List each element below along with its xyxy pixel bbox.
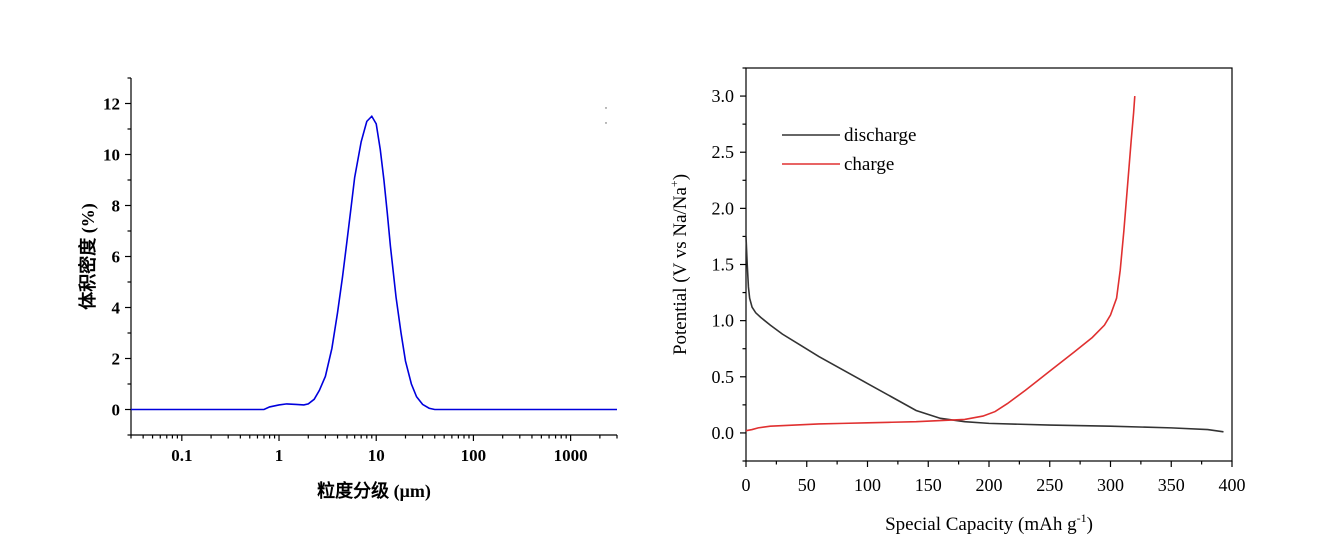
chart-2-x-tick-label: 300 [1097,475,1124,495]
chart-2-x-axis-label-end: ) [1087,514,1093,535]
chart-2-x-tick-label: 0 [742,475,751,495]
chart-2-x-axis-label-sup: -1 [1077,511,1087,525]
chart-2-x-tick-label: 250 [1036,475,1063,495]
chart-1-x-axis-label: 粒度分级 (μm) [317,480,431,502]
chart-2-x-tick-label: 150 [915,475,942,495]
chart-1-psd: 0.1 1 10 100 1000 0 2 4 6 8 10 12 粒度分级 (μm) 体积密度 (%) [77,77,618,502]
chart-2-y-tick-label: 3.0 [712,86,735,106]
chart-2-x-tick-label: 50 [798,475,816,495]
chart-2-series-line-charge [745,96,1136,432]
chart-2-x-axis-label-text: Special Capacity (mAh g [885,514,1077,535]
chart-2-y-axis-label-sup: + [667,180,681,187]
chart-2-x-tick-label: 350 [1158,475,1185,495]
chart-1-y-tick-label: 4 [112,299,121,318]
chart-2-y-tick-label: 2.0 [712,198,735,218]
chart-2-y-tick-label: 0.0 [712,423,735,443]
chart-1-x-tick-label: 100 [461,446,487,465]
chart-1-y-tick-label: 12 [103,95,120,114]
chart-1-series-line [131,114,617,411]
chart-1-y-tick-label: 2 [112,350,121,369]
chart-2-legend-label-discharge: discharge [844,125,916,146]
chart-2-y-tick-label: 1.5 [712,255,735,275]
chart-1-y-tick-label: 6 [112,248,121,267]
chart-2-x-axis-label: Special Capacity (mAh g-1) [885,511,1093,535]
chart-2-y-tick-label: 2.5 [712,142,735,162]
chart-1-x-tick-label: 1000 [554,446,588,465]
chart-2-x-tick-label: 200 [976,475,1003,495]
chart-2-x-tick-label: 400 [1219,475,1246,495]
chart-2-frame [745,67,1233,462]
chart-1-x-tick-label: 0.1 [171,446,192,465]
chart-2-voltage-profile: 0 50 100 150 200 250 300 350 400 0.0 0.5 1.0 1.5 2.0 2… [667,67,1246,535]
chart-1-stray-dot [605,122,607,124]
chart-2-y-axis-label-text: Potential (V vs Na/Na [670,187,691,356]
chart-1-y-tick-label: 8 [112,197,121,216]
chart-1-x-tick-label: 10 [368,446,385,465]
chart-2-y-axis-label-end: ) [670,174,691,180]
chart-2-x-tick-label: 100 [854,475,881,495]
chart-1-y-axis-label: 体积密度 (%) [77,203,99,310]
chart-2-series-line-discharge [745,236,1224,433]
chart-1-y-tick-label: 0 [112,401,121,420]
chart-2-legend: discharge charge [782,125,916,175]
chart-2-y-tick-label: 0.5 [712,367,735,387]
chart-2-y-axis-label: Potential (V vs Na/Na+) [667,174,691,355]
chart-2-y-tick-label: 1.0 [712,311,735,331]
chart-1-stray-dot [605,107,607,109]
chart-1-x-tick-label: 1 [275,446,284,465]
chart-2-legend-label-charge: charge [844,154,894,175]
chart-1-y-tick-label: 10 [103,146,120,165]
